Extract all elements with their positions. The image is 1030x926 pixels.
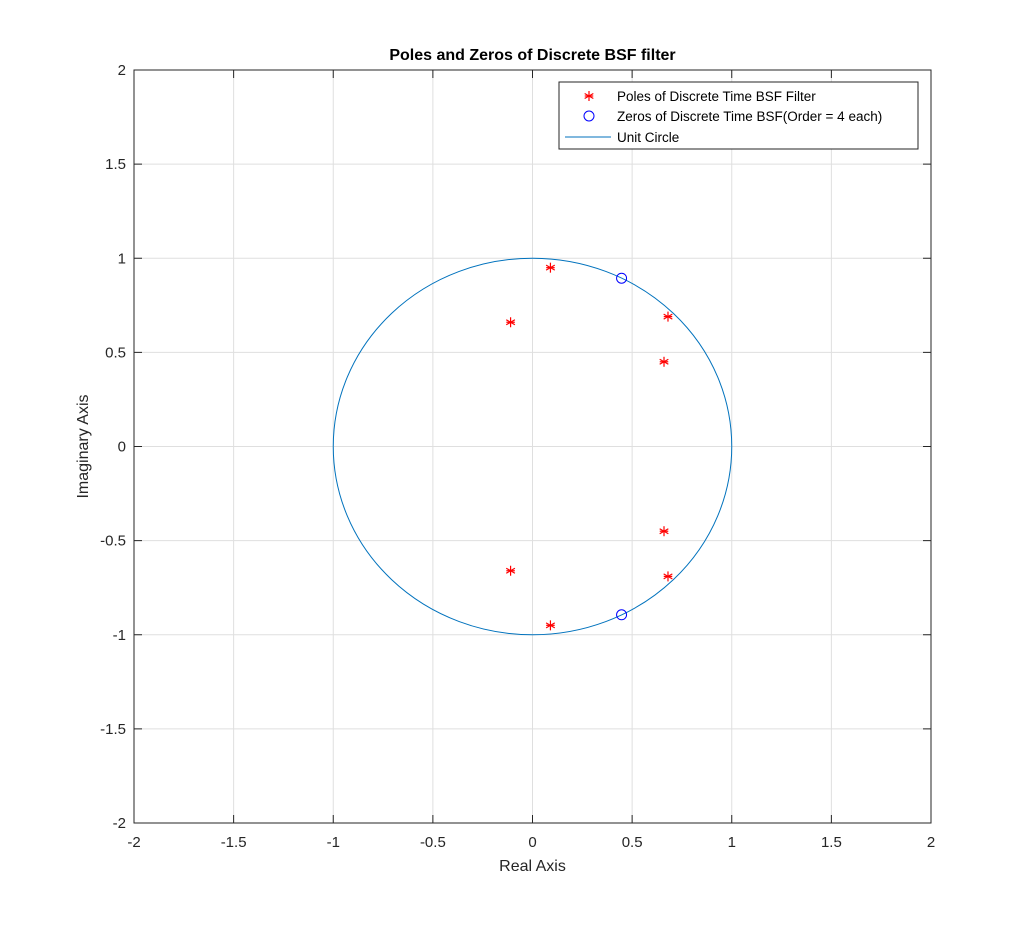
x-axis-label: Real Axis (499, 858, 566, 875)
pole-point (663, 311, 673, 322)
legend-entry-poles: Poles of Discrete Time BSF Filter (584, 89, 816, 104)
pole-point (663, 571, 673, 582)
y-tick-label: 0 (118, 439, 126, 456)
x-tick-label: 1.5 (821, 834, 842, 851)
pole-point (505, 565, 516, 576)
legend-box (558, 81, 919, 150)
x-tick-label: -1 (327, 834, 340, 851)
legend-label-unit-circle: Unit Circle (617, 130, 679, 145)
x-tick-label: 1 (728, 834, 736, 851)
pole-point (659, 356, 669, 367)
pole-point (659, 526, 669, 537)
legend-entry-unit-circle: Unit Circle (565, 130, 679, 145)
pole-point (545, 262, 556, 273)
circle-marker-icon (583, 110, 595, 122)
legend-label-zeros: Zeros of Discrete Time BSF(Order = 4 eac… (617, 109, 882, 124)
x-tick-label: 0 (528, 834, 536, 851)
x-tick-label: -0.5 (420, 834, 446, 851)
legend-entry-zeros: Zeros of Discrete Time BSF(Order = 4 eac… (583, 109, 882, 124)
chart-title: Poles and Zeros of Discrete BSF filter (389, 47, 675, 64)
y-tick-label: 1 (118, 250, 126, 267)
x-tick-labels: -2 -1.5 -1 -0.5 0 0.5 1 1.5 2 (127, 834, 935, 851)
asterisk-marker-icon (584, 91, 594, 101)
y-tick-label: -1.5 (100, 721, 126, 738)
y-tick-labels: -2 -1.5 -1 -0.5 0 0.5 1 1.5 2 (100, 62, 126, 832)
unit-circle-line (332, 257, 733, 636)
legend-asterisk (584, 91, 594, 101)
zero-point (616, 272, 628, 284)
x-tick-label: 2 (927, 834, 935, 851)
pole-point (545, 620, 556, 631)
y-tick-label: 1.5 (105, 156, 126, 173)
zero-point (616, 609, 628, 621)
x-tick-label: 0.5 (622, 834, 643, 851)
x-tick-label: -1.5 (221, 834, 247, 851)
legend: Poles of Discrete Time BSF Filter Zeros … (558, 81, 919, 150)
y-axis-label: Imaginary Axis (75, 394, 92, 498)
y-tick-label: 0.5 (105, 344, 126, 361)
legend-label-poles: Poles of Discrete Time BSF Filter (617, 89, 816, 104)
plot-area (332, 257, 733, 636)
y-tick-label: -1 (113, 627, 126, 644)
y-tick-label: -0.5 (100, 533, 126, 550)
x-tick-label: -2 (127, 834, 140, 851)
pole-point (505, 317, 516, 328)
y-tick-label: 2 (118, 62, 126, 79)
tick-marks (133, 69, 932, 824)
y-tick-label: -2 (113, 815, 126, 832)
